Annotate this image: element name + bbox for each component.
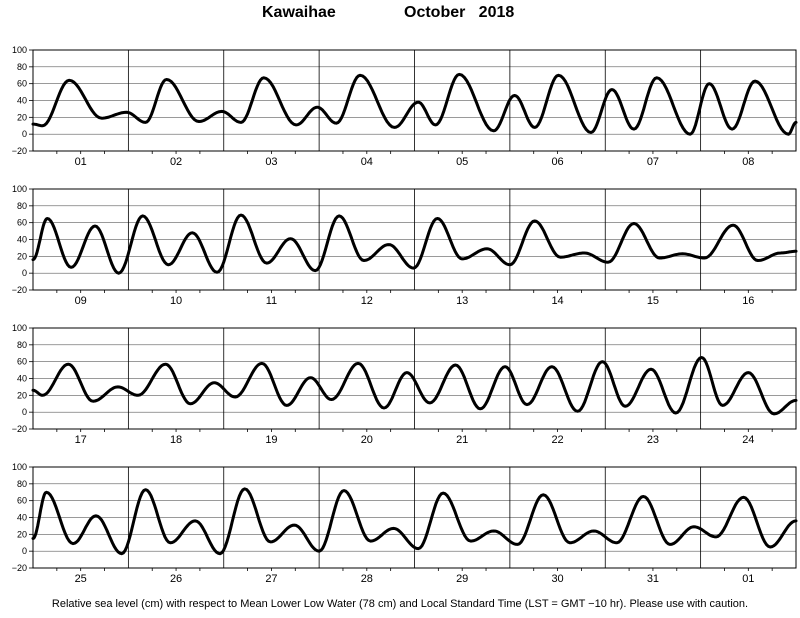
day-label: 02 (170, 156, 182, 168)
day-label: 07 (647, 156, 659, 168)
ytick-label: 20 (17, 251, 27, 261)
day-label: 20 (361, 434, 373, 446)
day-label: 01 (742, 573, 754, 585)
day-label: 08 (742, 156, 754, 168)
ytick-label: 0 (22, 129, 27, 139)
ytick-label: 60 (17, 357, 27, 367)
day-label: 23 (647, 434, 659, 446)
ytick-label: 80 (17, 62, 27, 72)
day-label: 06 (551, 156, 563, 168)
day-label: 21 (456, 434, 468, 446)
ytick-label: 80 (17, 340, 27, 350)
ytick-label: 100 (12, 323, 27, 333)
ytick-label: −20 (12, 424, 27, 434)
panel-3: 100 80 60 40 20 0 −20 17 18 19 20 21 22 23 24 (12, 323, 798, 446)
tide-curve (31, 487, 798, 556)
day-label: 17 (75, 434, 87, 446)
day-label: 04 (361, 156, 373, 168)
ytick-label: 40 (17, 96, 27, 106)
ytick-label: −20 (12, 563, 27, 573)
ytick-label: 20 (17, 390, 27, 400)
ytick-label: 80 (17, 479, 27, 489)
ytick-label: 20 (17, 112, 27, 122)
day-label: 13 (456, 295, 468, 307)
day-label: 22 (551, 434, 563, 446)
station-name: Kawaihae (262, 4, 336, 21)
panel-frame (32, 188, 797, 291)
day-label: 15 (647, 295, 659, 307)
ytick-label: 60 (17, 496, 27, 506)
chart-title: Kawaihae October 2018 (0, 4, 800, 26)
ytick-label: 0 (22, 407, 27, 417)
ytick-label: −20 (12, 146, 27, 156)
ytick-label: 100 (12, 184, 27, 194)
ytick-label: 60 (17, 218, 27, 228)
day-label: 16 (742, 295, 754, 307)
panel-frame (32, 49, 797, 152)
day-label: 26 (170, 573, 182, 585)
tide-curve (31, 213, 798, 275)
ytick-label: 20 (17, 529, 27, 539)
tide-curve (31, 72, 798, 136)
day-label: 31 (647, 573, 659, 585)
ytick-label: 40 (17, 513, 27, 523)
ytick-label: 40 (17, 235, 27, 245)
month-year: October 2018 (404, 4, 515, 21)
ytick-label: 0 (22, 268, 27, 278)
day-label: 12 (361, 295, 373, 307)
day-label: 11 (266, 295, 277, 307)
chart-caption: Relative sea level (cm) with respect to … (51, 598, 749, 610)
ytick-label: 0 (22, 546, 27, 556)
day-label: 09 (75, 295, 87, 307)
day-label: 28 (361, 573, 373, 585)
day-label: 10 (170, 295, 182, 307)
panel-4: 100 80 60 40 20 0 −20 25 26 27 28 29 30 31 01 (12, 462, 798, 585)
day-label: 18 (170, 434, 182, 446)
ytick-label: 100 (12, 45, 27, 55)
panel-frame (32, 327, 797, 430)
day-label: 27 (265, 573, 277, 585)
day-label: 24 (742, 434, 754, 446)
day-label: 05 (456, 156, 468, 168)
ytick-label: 100 (12, 462, 27, 472)
ytick-label: −20 (12, 285, 27, 295)
day-label: 03 (265, 156, 277, 168)
day-label: 19 (265, 434, 277, 446)
ytick-label: 40 (17, 374, 27, 384)
panel-2: 100 80 60 40 20 0 −20 09 10 11 12 13 14 15 16 (12, 184, 798, 307)
day-label: 14 (551, 295, 563, 307)
ytick-label: 80 (17, 201, 27, 211)
day-label: 29 (456, 573, 468, 585)
panel-1: 100 80 60 40 20 0 −20 01 02 03 04 05 06 07 08 (12, 45, 798, 168)
day-label: 30 (551, 573, 563, 585)
day-label: 25 (75, 573, 87, 585)
panel-frame (32, 466, 797, 569)
ytick-label: 60 (17, 79, 27, 89)
day-label: 01 (75, 156, 87, 168)
tide-curve (31, 356, 798, 416)
